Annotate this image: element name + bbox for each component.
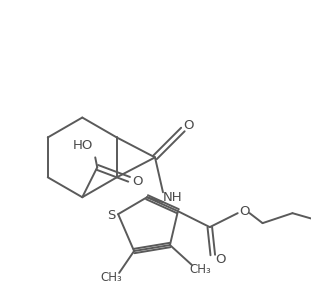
Text: S: S	[107, 209, 115, 222]
Text: NH: NH	[163, 191, 183, 204]
Text: O: O	[184, 119, 194, 132]
Text: O: O	[132, 175, 142, 188]
Text: CH₃: CH₃	[189, 263, 211, 277]
Text: O: O	[239, 205, 250, 218]
Text: HO: HO	[73, 139, 94, 152]
Text: O: O	[216, 253, 226, 267]
Text: CH₃: CH₃	[100, 271, 122, 284]
